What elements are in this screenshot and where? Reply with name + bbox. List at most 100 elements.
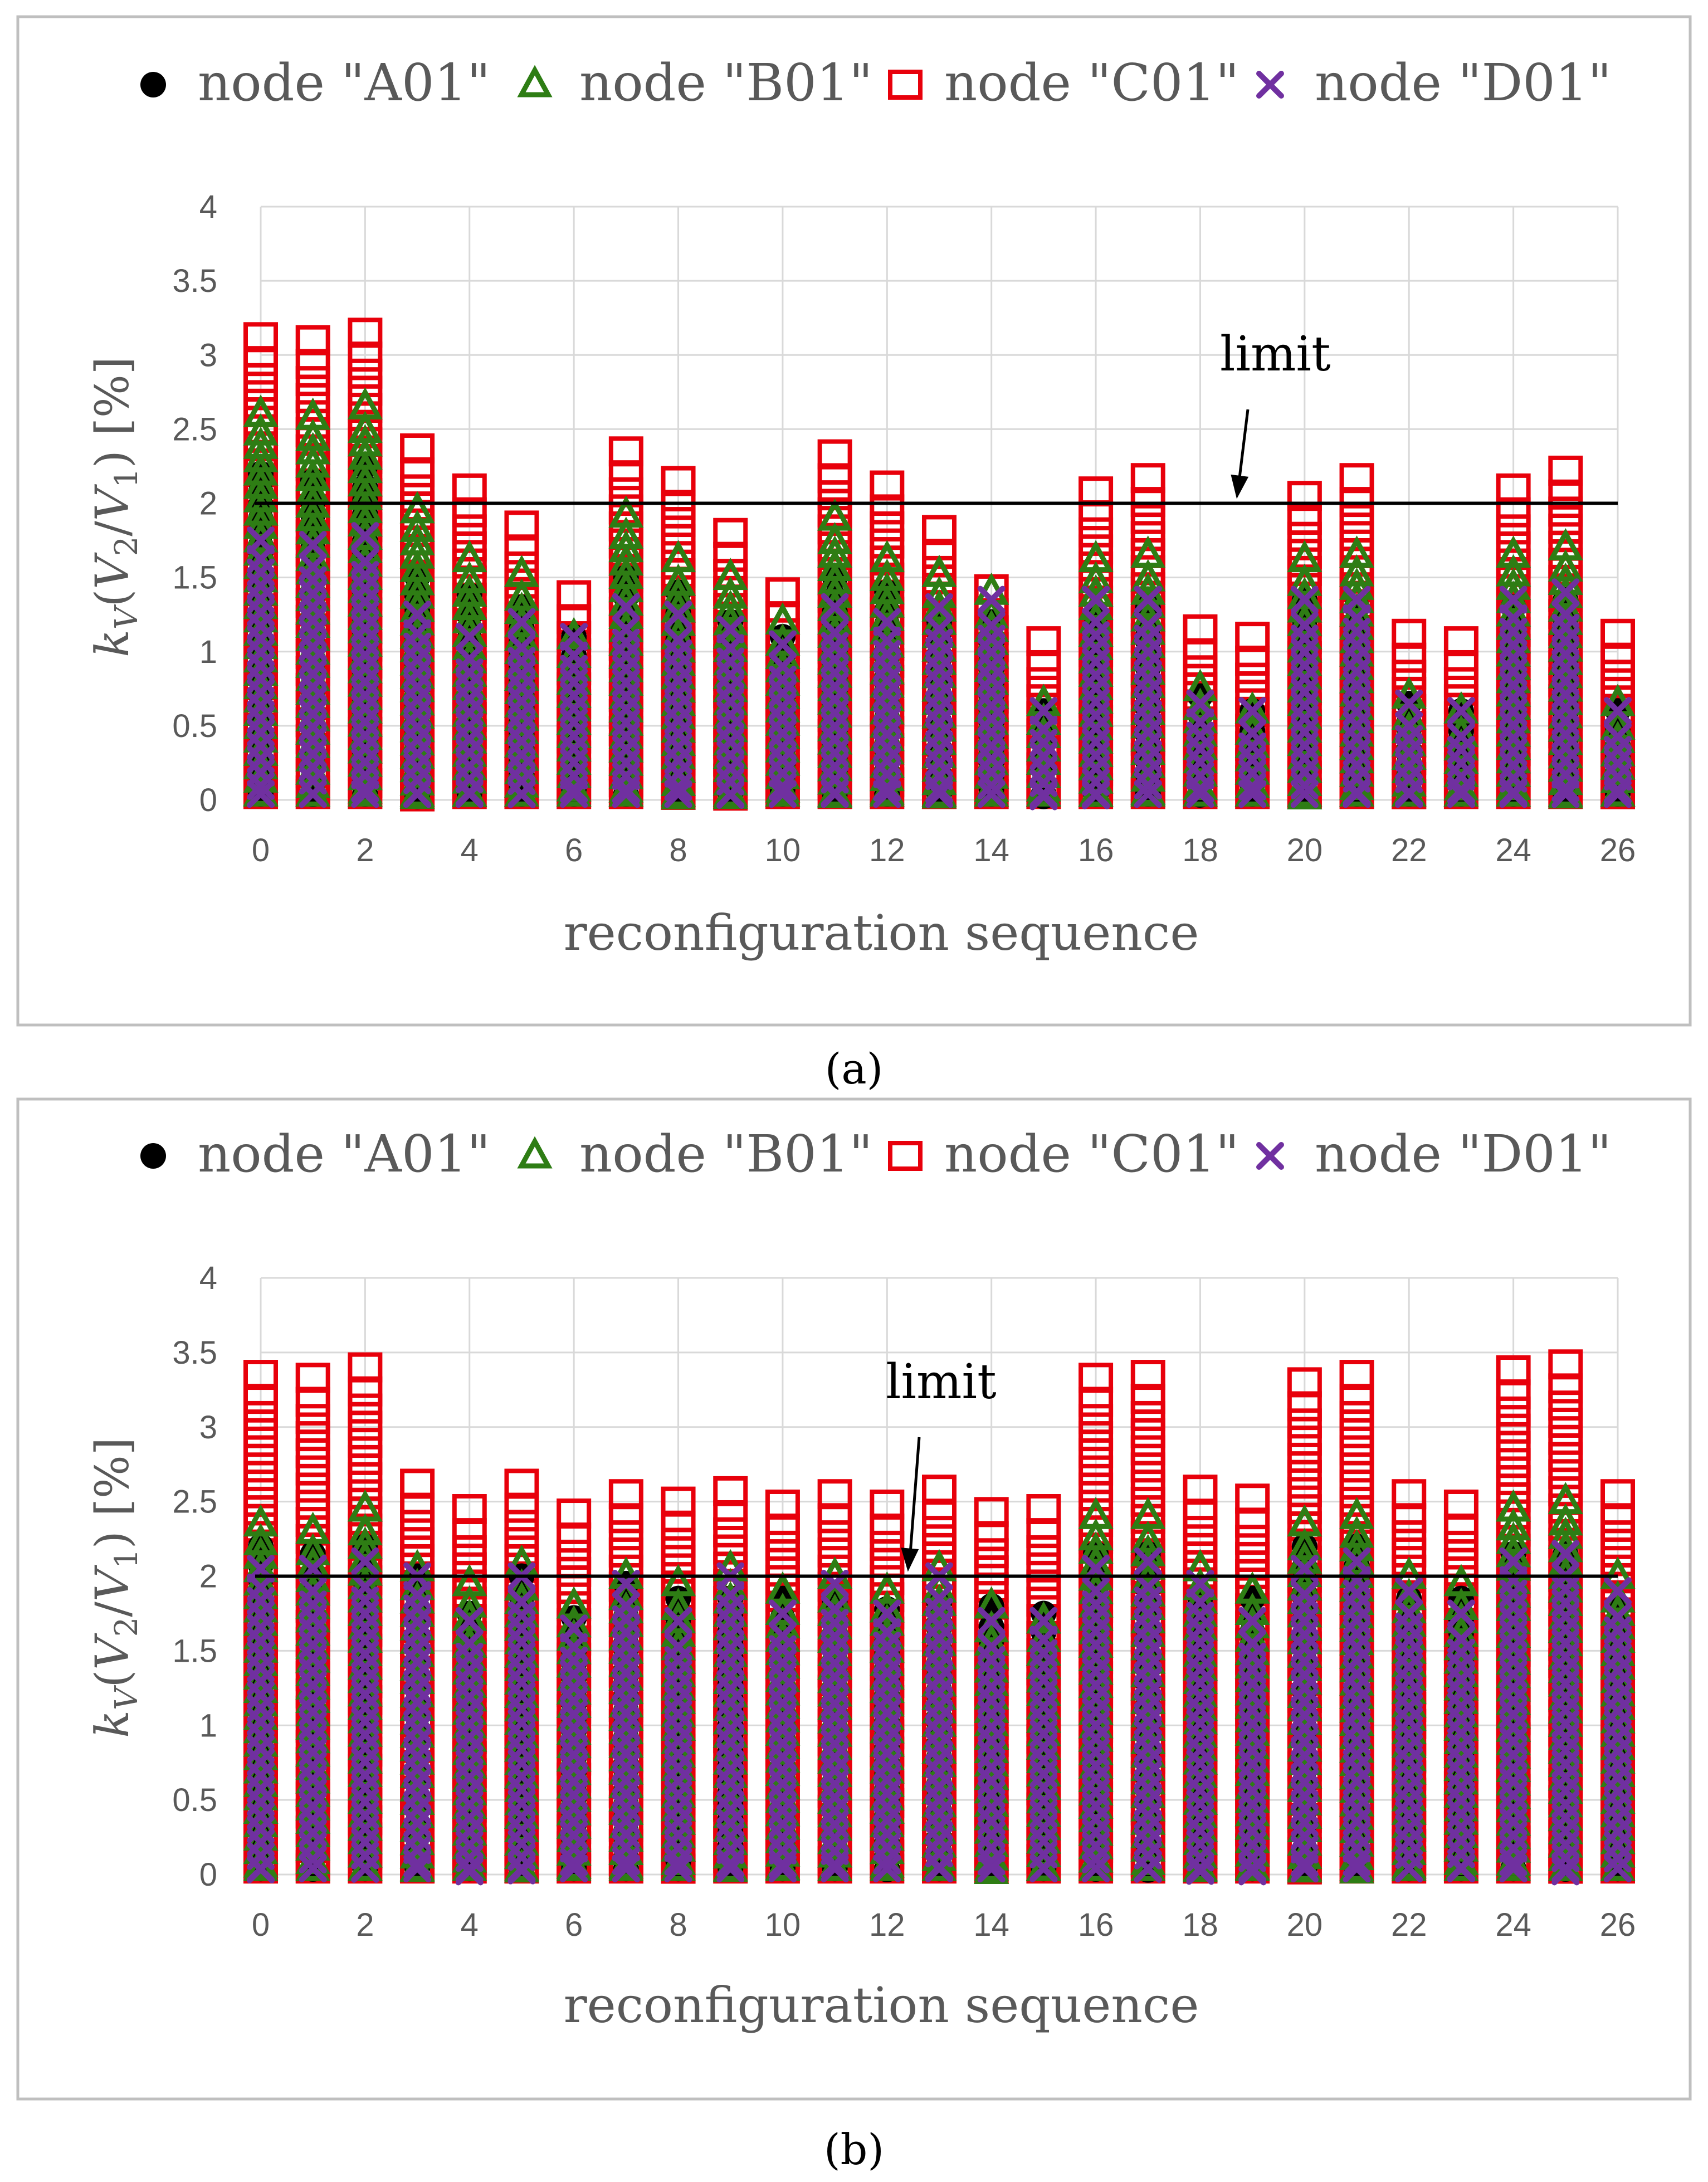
marker-D01 xyxy=(1447,780,1475,808)
marker-C01 xyxy=(1130,504,1165,534)
marker-C01 xyxy=(348,358,383,389)
marker-C01 xyxy=(1548,1373,1583,1404)
marker-C01 xyxy=(922,539,957,569)
marker-C01 xyxy=(1496,1448,1531,1478)
marker-B01 xyxy=(817,1848,853,1881)
y-tick-label: 1 xyxy=(199,634,217,670)
chart-a-legend: node "A01" node "B01" node "C01" node "D01" xyxy=(140,53,1612,113)
marker-C01 xyxy=(922,1532,957,1563)
x-tick-label: 4 xyxy=(461,832,479,868)
marker-D01 xyxy=(1290,1854,1319,1883)
marker-C01 xyxy=(348,1410,383,1441)
legend-label-A01: node "A01" xyxy=(198,53,490,113)
marker-B01 xyxy=(921,774,957,807)
marker-B01 xyxy=(869,540,905,573)
marker-C01 xyxy=(817,463,852,494)
legend-label-C01: node "C01" xyxy=(944,53,1239,113)
marker-D01 xyxy=(821,593,849,621)
marker-C01 xyxy=(1443,650,1478,680)
marker-D01 xyxy=(247,772,275,800)
marker-C01 xyxy=(765,1514,800,1544)
marker-D01 xyxy=(351,780,379,808)
marker-C01 xyxy=(1183,655,1218,686)
limit-arrow-shaft xyxy=(909,1437,921,1555)
x-tick-label: 12 xyxy=(869,1907,905,1943)
marker-B01 xyxy=(817,774,853,807)
chart-b-limit: limit xyxy=(255,1354,1618,1578)
marker-C01 xyxy=(452,531,487,562)
marker-B01 xyxy=(1182,1549,1218,1581)
marker-D01 xyxy=(1343,780,1371,808)
marker-C01 xyxy=(922,573,957,603)
chart-b-x-ticks: 0 2 4 6 8 10 12 14 16 18 20 22 24 26 xyxy=(252,1907,1636,1943)
marker-C01 xyxy=(243,1435,278,1466)
marker-D01 xyxy=(507,1854,536,1883)
marker-D01 xyxy=(1290,585,1319,614)
marker-D01 xyxy=(299,1846,327,1874)
marker-D01 xyxy=(768,1854,797,1883)
marker-D01 xyxy=(612,1847,640,1875)
marker-D01 xyxy=(247,780,275,808)
marker-D01 xyxy=(351,774,379,803)
marker-D01 xyxy=(1134,1547,1162,1575)
marker-D01 xyxy=(925,1854,953,1883)
marker-C01 xyxy=(922,1498,957,1529)
marker-C01 xyxy=(870,494,905,525)
marker-C01 xyxy=(1130,1418,1165,1448)
marker-B01 xyxy=(556,617,592,650)
marker-D01 xyxy=(455,623,484,651)
marker-D01 xyxy=(1395,1577,1423,1605)
marker-C01 xyxy=(557,1539,592,1570)
marker-C01 xyxy=(557,1556,592,1587)
marker-D01 xyxy=(716,780,745,808)
marker-D01 xyxy=(977,1854,1006,1883)
marker-D01 xyxy=(1238,1607,1267,1635)
marker-D01 xyxy=(1029,780,1058,808)
marker-C01 xyxy=(1496,1431,1531,1461)
x-tick-label: 26 xyxy=(1600,1907,1636,1943)
marker-D01 xyxy=(299,1854,327,1883)
y-tick-label: 3 xyxy=(199,1409,217,1446)
marker-C01 xyxy=(974,1521,1009,1551)
marker-D01 xyxy=(925,780,953,808)
marker-D01 xyxy=(977,1607,1006,1635)
marker-D01 xyxy=(403,1849,432,1878)
x-tick-label: 14 xyxy=(973,832,1009,868)
marker-C01 xyxy=(243,346,278,377)
marker-C01 xyxy=(713,1500,748,1530)
marker-D01 xyxy=(1604,780,1632,808)
chart-a-limit: limit xyxy=(255,326,1618,505)
x-tick-label: 14 xyxy=(973,1907,1009,1943)
marker-B01 xyxy=(1026,1848,1061,1881)
marker-B01 xyxy=(921,1848,957,1881)
marker-C01 xyxy=(1339,521,1374,551)
y-tick-label: 4 xyxy=(199,1260,217,1296)
marker-B01 xyxy=(869,1571,905,1604)
marker-C01 xyxy=(452,497,487,528)
marker-C01 xyxy=(1339,504,1374,534)
marker-C01 xyxy=(1496,1413,1531,1444)
marker-C01 xyxy=(1548,1424,1583,1455)
x-tick-label: 20 xyxy=(1287,832,1323,868)
legend-label-B01: node "B01" xyxy=(579,53,873,113)
chart-b-marks xyxy=(243,1349,1636,1886)
x-tick-label: 26 xyxy=(1600,832,1636,868)
marker-C01 xyxy=(1548,1407,1583,1438)
marker-D01 xyxy=(351,1854,379,1883)
marker-C01 xyxy=(348,341,383,372)
chart-a-y-axis-title: kV(V2/V1) [%] xyxy=(86,357,145,657)
marker-D01 xyxy=(560,780,588,808)
marker-D01 xyxy=(664,601,692,629)
marker-C01 xyxy=(608,460,643,491)
x-tick-label: 0 xyxy=(252,832,270,868)
x-tick-label: 6 xyxy=(565,1907,583,1943)
marker-C01 xyxy=(974,1555,1009,1586)
marker-D01 xyxy=(925,593,953,621)
marker-D01 xyxy=(1290,780,1319,808)
marker-D01 xyxy=(1186,775,1214,803)
marker-B01 xyxy=(295,774,331,807)
marker-D01 xyxy=(403,1854,432,1883)
x-tick-label: 22 xyxy=(1391,832,1427,868)
marker-C01 xyxy=(1183,1498,1218,1529)
marker-B01 xyxy=(1443,774,1479,807)
